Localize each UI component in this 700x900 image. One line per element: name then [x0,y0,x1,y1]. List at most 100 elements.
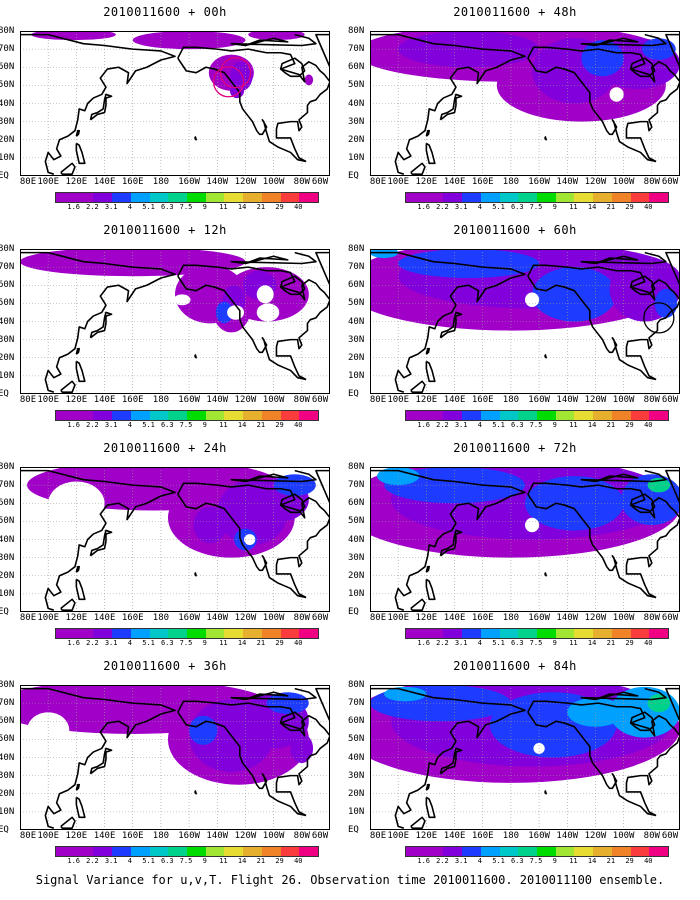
coastline [527,493,657,599]
colorbar-swatch [406,193,425,202]
lat-label: 10N [0,370,15,381]
lon-label: 180 [152,613,170,623]
colorbar-swatch [187,629,206,638]
coastline [279,493,306,514]
lon-label: 80E [19,177,37,187]
lon-label: 100E [37,395,60,405]
coastline [527,275,657,381]
colorbar-swatch [574,193,594,202]
lon-label: 180 [152,395,170,405]
colorbar-swatch [480,629,500,638]
map-frame [20,31,330,176]
colorbar-label: 4 [477,203,482,211]
lat-label: 60N [348,498,365,509]
lon-label: 140W [556,831,579,841]
colorbar-swatch [611,629,631,638]
lat-label: EQ [348,607,359,617]
map-plot [20,31,330,176]
lat-label: 10N [348,806,365,817]
coastline [439,93,463,121]
lon-label: 100E [37,831,60,841]
lat-label: 30N [0,552,15,563]
map-panel-24h: 2010011600 + 24h 80N 70N 60N 50N 40N 30N 20N 10N… [0,441,330,656]
colorbar-swatch [462,193,481,202]
colorbar-swatch [299,847,319,856]
colorbar-label: 11 [569,203,578,211]
coastline [425,796,436,819]
colorbar-swatch [499,411,519,420]
colorbar-label: 29 [275,203,284,211]
colorbar-label: 11 [569,639,578,647]
colorbar-swatch [611,411,631,420]
lat-label: 50N [0,734,15,745]
colorbar-swatch [649,847,669,856]
variance-contour [384,686,427,702]
coastline [544,572,547,577]
lon-label: 140E [443,395,466,405]
lon-label: 140W [556,177,579,187]
lat-label: 60N [0,498,15,509]
colorbar-swatch [537,193,556,202]
colorbar-swatch [112,847,131,856]
lon-label: 160W [178,613,200,623]
colorbar-label: 6.3 [160,857,174,865]
variance-contour [189,715,218,745]
coastline [425,565,430,573]
colorbar-label: 9 [202,421,207,429]
colorbar-swatch [443,847,463,856]
colorbar-swatch [187,847,206,856]
lat-label: 80N [348,680,365,690]
colorbar-label: 6.3 [510,639,524,647]
colorbar-swatch [56,847,75,856]
colorbar-label: 5.1 [492,857,505,865]
lon-label: 180 [502,613,520,623]
lon-label: 100E [387,177,410,187]
coastline [410,162,426,175]
colorbar-label: 1.6 [67,421,81,429]
coastline [580,33,667,47]
colorbar [55,192,319,203]
coastline [194,136,197,141]
lon-label: 100W [612,395,635,405]
lat-label: 70N [0,698,15,709]
colorbar-label: 1.6 [417,639,431,647]
lon-label: 140E [443,613,466,623]
lon-label: 180 [502,177,520,187]
coastline [20,687,176,829]
colorbar-swatch [480,193,500,202]
lon-label: 100E [387,613,410,623]
lon-label: 120W [234,613,257,623]
colorbar-swatch [261,847,281,856]
lon-label: 120E [415,395,438,405]
lat-label: 60N [0,280,15,291]
lat-label: 60N [348,716,365,727]
panel-title: 2010011600 + 36h [103,659,227,673]
map-plot [370,467,680,612]
colorbar-swatch [261,411,281,420]
coastline [230,251,317,265]
colorbar-swatch [205,411,225,420]
lat-label: 30N [348,116,365,127]
lon-label: 160W [178,831,200,841]
lat-label: EQ [348,171,359,181]
lon-label: 100W [262,177,285,187]
coastline [177,57,307,163]
colorbar-swatch [518,411,538,420]
lon-label: 180 [152,177,170,187]
colorbar-swatch [149,193,169,202]
lon-label: 60W [311,831,329,841]
lon-label: 80W [293,831,310,841]
colorbar-label: 4 [127,421,132,429]
map-frame [20,685,330,830]
colorbar-swatch [593,847,612,856]
lon-label: 80E [369,395,387,405]
coastline [194,572,197,577]
colorbar-label: 9 [202,857,207,865]
variance-contour [273,474,316,496]
lat-label: 40N [348,98,365,109]
colorbar-label: 3.1 [104,857,118,865]
colorbar-label: 1.6 [67,857,81,865]
colorbar-label: 40 [644,203,653,211]
colorbar-label: 14 [587,421,597,429]
coastline [89,93,113,121]
